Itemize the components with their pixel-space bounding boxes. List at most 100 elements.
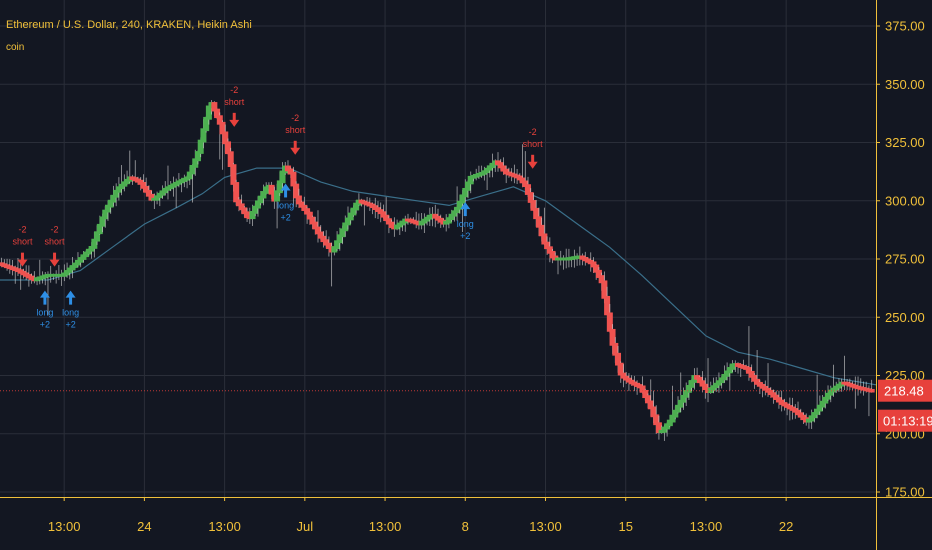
x-tick-label: 22 bbox=[779, 519, 793, 534]
candle-down bbox=[230, 164, 237, 185]
candle-down bbox=[211, 102, 218, 112]
signal-value: -2 bbox=[230, 85, 238, 95]
arrow-down-icon bbox=[527, 161, 538, 169]
candle-down bbox=[642, 389, 649, 399]
candle-down bbox=[244, 211, 251, 219]
arrow-down-icon bbox=[293, 140, 297, 149]
candle-up bbox=[252, 205, 259, 214]
candle-up bbox=[827, 389, 834, 396]
candle-down bbox=[601, 280, 608, 299]
candle-up bbox=[344, 217, 351, 226]
signal-label: short bbox=[224, 97, 245, 107]
signal-short: -2 short bbox=[285, 113, 306, 155]
candle-up bbox=[816, 404, 823, 412]
countdown-label: 01:13:19 bbox=[883, 414, 932, 429]
x-tick-label: 13:00 bbox=[690, 519, 723, 534]
candle-up bbox=[194, 151, 201, 162]
candle-up bbox=[254, 200, 261, 209]
candle-up bbox=[197, 139, 204, 154]
candle-up bbox=[683, 389, 690, 398]
candle-down bbox=[615, 352, 622, 366]
candle-down bbox=[549, 250, 556, 259]
candle-down bbox=[227, 151, 234, 168]
candle-up bbox=[675, 404, 682, 413]
signal-value: -2 bbox=[18, 225, 26, 235]
y-axis[interactable]: 375.00 350.00 325.00 300.00 275.00 250.00 225.… bbox=[876, 19, 925, 500]
candle-down bbox=[751, 374, 758, 382]
signal-label: long bbox=[62, 308, 79, 318]
candle-up bbox=[467, 175, 474, 185]
candle-down bbox=[650, 406, 657, 418]
indicator-label[interactable]: coin bbox=[6, 42, 25, 53]
candle-up bbox=[257, 195, 264, 204]
candle-down bbox=[241, 207, 248, 215]
countdown-tag bbox=[878, 409, 932, 432]
candle-up bbox=[448, 213, 455, 221]
signal-label: short bbox=[45, 237, 66, 247]
candle-up bbox=[260, 191, 267, 199]
candle-down bbox=[309, 216, 316, 225]
y-tick-label: 300.00 bbox=[885, 193, 925, 208]
signal-long: long +2 bbox=[36, 290, 53, 330]
candle-down bbox=[145, 189, 152, 197]
candle-up bbox=[456, 200, 463, 210]
candle-down bbox=[541, 233, 548, 245]
x-tick-label: 13:00 bbox=[529, 519, 562, 534]
price-tags: 218.48 01:13:19 bbox=[878, 379, 932, 432]
x-axis[interactable]: 13:00 24 13:00 Jul 13:00 8 13:00 15 13:00 22 bbox=[48, 497, 793, 534]
candle-up bbox=[721, 373, 728, 381]
candle-down bbox=[530, 200, 537, 211]
y-tick-label: 375.00 bbox=[885, 19, 925, 34]
candle-up bbox=[104, 204, 111, 213]
candle-down bbox=[500, 165, 507, 172]
arrow-down-icon bbox=[232, 112, 236, 121]
candle-down bbox=[325, 242, 332, 250]
signal-long: long +2 bbox=[277, 183, 294, 222]
candle-down bbox=[222, 131, 229, 145]
candle-up bbox=[347, 212, 354, 221]
candle-up bbox=[724, 370, 731, 377]
candle-down bbox=[604, 295, 611, 316]
candle-up bbox=[99, 216, 106, 227]
moving-average bbox=[0, 167, 877, 386]
candle-up bbox=[336, 234, 343, 244]
arrow-down-icon bbox=[229, 119, 240, 127]
arrow-up-icon bbox=[65, 290, 76, 298]
candle-down bbox=[219, 121, 226, 135]
signal-short: -2 short bbox=[12, 225, 33, 267]
candle-down bbox=[748, 370, 755, 378]
candle-down bbox=[617, 362, 624, 376]
candle-down bbox=[606, 312, 613, 332]
arrow-up-icon bbox=[280, 183, 291, 191]
candle-down bbox=[647, 400, 654, 410]
chart-title: Ethereum / U.S. Dollar, 240, KRAKEN, Hei… bbox=[6, 19, 252, 31]
candle-down bbox=[317, 231, 324, 239]
candle-up bbox=[274, 190, 281, 202]
signal-value: -2 bbox=[51, 225, 59, 235]
candle-up bbox=[669, 414, 676, 423]
candle-down bbox=[295, 195, 302, 205]
candle-down bbox=[503, 168, 510, 175]
signal-label: short bbox=[523, 139, 544, 149]
candle-down bbox=[598, 275, 605, 284]
candle-down bbox=[533, 207, 540, 220]
candle-up bbox=[685, 385, 692, 393]
candle-down bbox=[238, 203, 245, 211]
candle-down bbox=[527, 192, 534, 203]
candle-down bbox=[546, 246, 553, 254]
candle-down bbox=[306, 211, 313, 220]
signal-value: +2 bbox=[65, 320, 75, 330]
candle-up bbox=[454, 206, 461, 214]
candle-down bbox=[298, 201, 305, 208]
candle-down bbox=[304, 208, 311, 215]
candle-down bbox=[380, 211, 387, 218]
x-tick-label: 13:00 bbox=[369, 519, 402, 534]
candle-down bbox=[519, 177, 526, 184]
candle-down bbox=[639, 385, 646, 393]
candle-down bbox=[320, 235, 327, 243]
candle-up bbox=[718, 377, 725, 384]
arrow-up-icon bbox=[39, 290, 50, 298]
candle-up bbox=[107, 199, 114, 208]
